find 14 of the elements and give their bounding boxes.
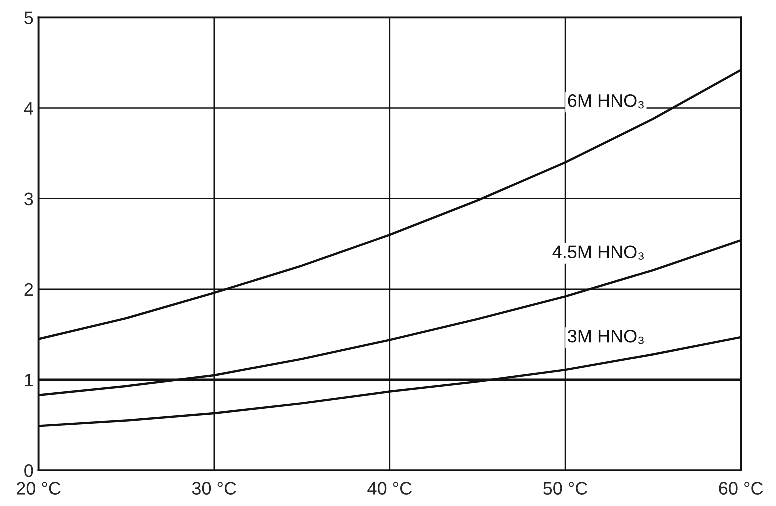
y-tick-label: 2 <box>24 283 34 296</box>
x-tick-label: 20 °C <box>17 482 61 495</box>
series-label: 4.5M HNO₃ <box>552 246 644 260</box>
x-tick-label: 40 °C <box>368 482 412 495</box>
series-label: 6M HNO₃ <box>568 94 644 109</box>
y-tick-label: 0 <box>24 464 34 478</box>
x-tick-label: 50 °C <box>544 482 588 495</box>
x-tick-label: 30 °C <box>192 482 236 495</box>
y-tick-label: 3 <box>24 192 34 206</box>
y-tick-label: 4 <box>24 102 34 115</box>
x-tick-label: 60 °C <box>719 482 764 495</box>
y-tick-label: 5 <box>24 12 34 24</box>
series-label: 3M HNO₃ <box>568 330 644 344</box>
y-tick-label: 1 <box>25 374 34 387</box>
